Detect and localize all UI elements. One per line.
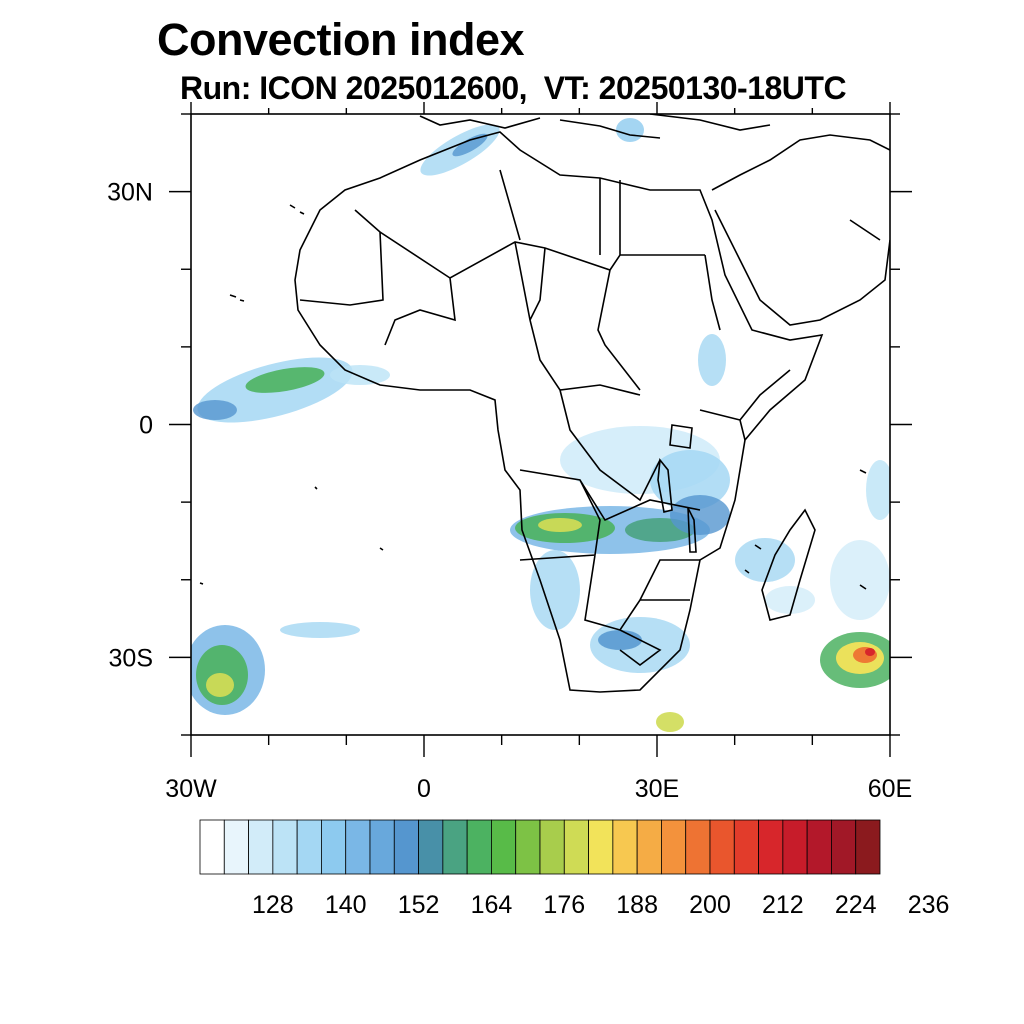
lat-label: 30N [107, 179, 153, 207]
colorbar-label: 212 [762, 891, 804, 919]
lake-victoria [669, 424, 693, 449]
field-blob [670, 495, 730, 535]
axis-ticks [169, 102, 912, 757]
colorbar-box [199, 819, 225, 875]
field-blob [280, 622, 360, 638]
colorbar-box [491, 819, 517, 875]
colorbar-box [539, 819, 565, 875]
map-subtitle: Run: ICON 2025012600, VT: 20250130-18UTC [180, 70, 847, 106]
field-blob [193, 400, 237, 420]
colorbar-label: 224 [835, 891, 877, 919]
colorbar-box [758, 819, 784, 875]
field-blob [538, 518, 582, 532]
madagascar-coastline [761, 508, 816, 621]
colorbar-box [588, 819, 614, 875]
colorbar-label: 176 [543, 891, 585, 919]
colorbar-box [685, 819, 711, 875]
colorbar-box [393, 819, 419, 875]
colorbar-box [321, 819, 347, 875]
colorbar-box [248, 819, 274, 875]
colorbar-box [272, 819, 298, 875]
colorbar-box [612, 819, 638, 875]
colorbar-box [345, 819, 371, 875]
colorbar-label: 164 [471, 891, 513, 919]
colorbar-box [515, 819, 541, 875]
colorbar-label: 188 [616, 891, 658, 919]
field-blob [830, 540, 890, 620]
field-blob [735, 538, 795, 582]
field-blob [616, 118, 644, 142]
africa-coastline [294, 131, 824, 693]
axis-tick-labels: 30N 0 30S 30W 0 30E 60E [107, 179, 912, 803]
colorbar-box [782, 819, 808, 875]
colorbar-label: 140 [325, 891, 367, 919]
europe-coastline [419, 114, 771, 139]
lat-label: 0 [139, 412, 153, 440]
colorbar-box [636, 819, 662, 875]
field-blob [866, 460, 890, 520]
colorbar-box [369, 819, 395, 875]
lon-label: 0 [417, 775, 431, 803]
convection-field [191, 118, 890, 732]
coastlines-borders [199, 114, 890, 693]
field-blob [598, 630, 642, 650]
colorbar-box [466, 819, 492, 875]
colorbar-labels: 128 140 152 164 176 188 200 212 224 236 [252, 891, 949, 919]
lon-label: 60E [868, 775, 912, 803]
colorbar-box [418, 819, 444, 875]
arabia-coastline [711, 134, 890, 326]
field-blob [452, 133, 488, 157]
colorbar-box [223, 819, 249, 875]
colorbar-box [831, 819, 857, 875]
field-blob [206, 673, 234, 697]
colorbar-box [855, 819, 881, 875]
lake-malawi [687, 507, 697, 553]
colorbar-box [442, 819, 468, 875]
lat-label: 30S [109, 644, 153, 672]
colorbar-box [296, 819, 322, 875]
field-blob [865, 648, 875, 656]
colorbar-box [661, 819, 687, 875]
field-blob [656, 712, 684, 732]
field-blob [530, 550, 580, 630]
field-blob [698, 334, 726, 386]
lake-tanganyika [657, 457, 673, 513]
colorbar-label: 200 [689, 891, 731, 919]
colorbar-label: 152 [398, 891, 440, 919]
colorbar-label: 236 [908, 891, 950, 919]
colorbar-box [733, 819, 759, 875]
field-blob [765, 586, 815, 614]
field-blob [245, 367, 325, 393]
plot-frame [190, 113, 891, 736]
islands [199, 204, 867, 590]
colorbar-box [806, 819, 832, 875]
field-blob [330, 365, 390, 385]
lon-label: 30W [165, 775, 217, 803]
colorbar [199, 819, 881, 875]
colorbar-label: 128 [252, 891, 294, 919]
map-title: Convection index [157, 14, 525, 65]
country-borders [299, 169, 791, 666]
lon-label: 30E [635, 775, 679, 803]
colorbar-box [709, 819, 735, 875]
colorbar-box [563, 819, 589, 875]
